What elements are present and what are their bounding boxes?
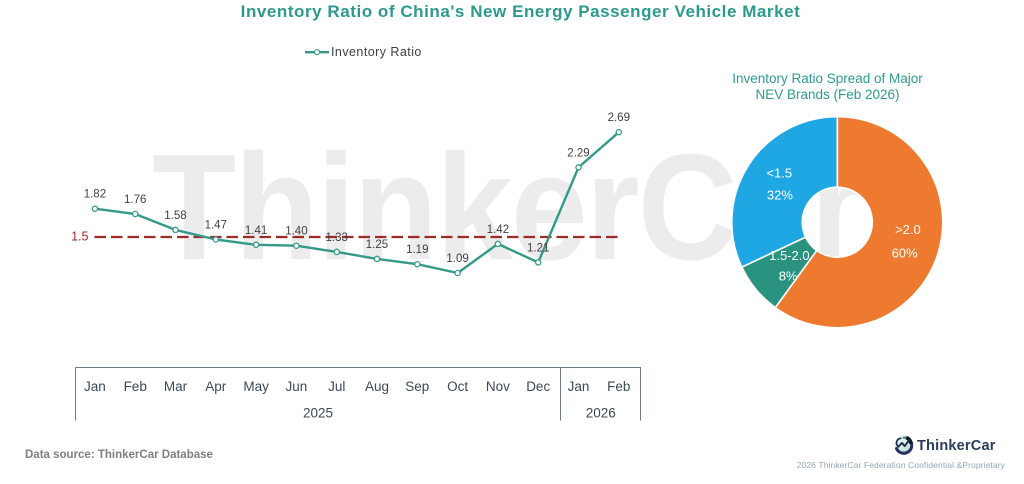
- svg-text:Nov: Nov: [486, 379, 510, 394]
- svg-text:>2.0: >2.0: [895, 222, 921, 237]
- svg-text:Mar: Mar: [164, 379, 188, 394]
- svg-text:Jul: Jul: [328, 379, 345, 394]
- svg-text:May: May: [243, 379, 269, 394]
- svg-text:2.29: 2.29: [567, 147, 589, 159]
- svg-text:60%: 60%: [892, 246, 918, 261]
- svg-text:Feb: Feb: [607, 379, 630, 394]
- svg-text:1.40: 1.40: [285, 226, 307, 238]
- svg-text:Oct: Oct: [447, 379, 468, 394]
- svg-text:1.19: 1.19: [406, 244, 428, 256]
- svg-text:Dec: Dec: [526, 379, 550, 394]
- svg-text:1.21: 1.21: [527, 242, 549, 254]
- svg-text:Jun: Jun: [286, 379, 308, 394]
- svg-text:1.5-2.0: 1.5-2.0: [769, 248, 809, 263]
- svg-text:Jan: Jan: [568, 379, 590, 394]
- svg-text:Apr: Apr: [205, 379, 227, 394]
- svg-text:<1.5: <1.5: [766, 166, 792, 181]
- svg-text:8%: 8%: [779, 269, 798, 284]
- svg-text:2025: 2025: [303, 406, 333, 421]
- svg-text:1.47: 1.47: [205, 220, 227, 232]
- svg-text:1.76: 1.76: [124, 194, 146, 206]
- svg-text:1.33: 1.33: [326, 232, 348, 244]
- svg-text:1.41: 1.41: [245, 225, 267, 237]
- svg-text:1.09: 1.09: [446, 253, 468, 265]
- svg-text:2026: 2026: [586, 406, 616, 421]
- svg-text:Sep: Sep: [405, 379, 429, 394]
- svg-text:Jan: Jan: [84, 379, 106, 394]
- svg-text:32%: 32%: [767, 188, 793, 203]
- svg-text:1.82: 1.82: [84, 189, 106, 201]
- svg-text:1.42: 1.42: [487, 224, 509, 236]
- svg-text:2.69: 2.69: [608, 112, 630, 124]
- svg-text:Aug: Aug: [365, 379, 389, 394]
- svg-text:1.25: 1.25: [366, 239, 388, 251]
- svg-text:1.58: 1.58: [164, 210, 186, 222]
- svg-text:Feb: Feb: [124, 379, 147, 394]
- svg-text:1.5: 1.5: [71, 230, 88, 244]
